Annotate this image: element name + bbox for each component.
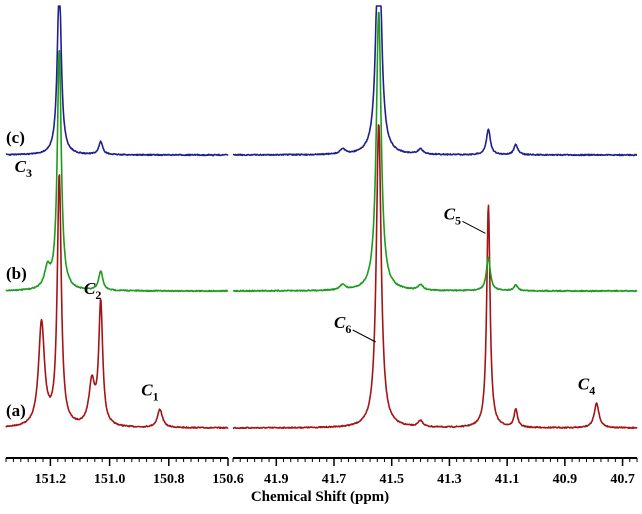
trace-c	[5, 5, 638, 157]
x-tick-label: 41.1	[495, 472, 520, 487]
peak-label-c5: C5	[444, 204, 461, 227]
x-tick-label: 41.9	[264, 472, 289, 487]
trace-label-a: (a)	[6, 401, 26, 420]
peak-leader-c5	[462, 220, 486, 234]
peak-annotations: C1 C2 C3 C4 C5 C6	[15, 157, 596, 404]
x-tick-label: 151.0	[94, 472, 126, 487]
trace-label-c: (c)	[6, 128, 25, 147]
peak-label-c3: C3	[15, 157, 32, 180]
peak-leader-c6	[352, 329, 376, 343]
trace-b	[5, 11, 638, 293]
trace-b-panel-left	[5, 49, 229, 293]
x-tick-label: 41.7	[322, 472, 347, 487]
x-tick-label: 150.6	[212, 472, 244, 487]
x-tick-label: 151.2	[35, 472, 67, 487]
trace-a-panel-right	[232, 124, 638, 430]
trace-c-panel-right	[232, 5, 638, 157]
trace-b-panel-right	[232, 11, 638, 293]
x-axis: 151.2 151.0 150.8 150.6 41.9 41.7 41.5 41.3 41.1…	[5, 457, 638, 487]
trace-a	[5, 124, 638, 430]
x-tick-label: 41.5	[379, 472, 404, 487]
trace-a-panel-left	[5, 174, 229, 430]
spectrum-traces	[5, 5, 638, 430]
peak-label-c4: C4	[578, 375, 595, 398]
peak-label-c2: C2	[84, 279, 101, 302]
peak-label-c1: C1	[141, 381, 158, 404]
peak-label-c6: C6	[334, 313, 351, 336]
x-axis-title: Chemical Shift (ppm)	[251, 489, 389, 505]
x-tick-label: 41.3	[437, 472, 462, 487]
x-tick-label: 40.9	[553, 472, 578, 487]
trace-label-b: (b)	[6, 264, 27, 283]
x-tick-label: 40.7	[610, 472, 635, 487]
trace-c-panel-left	[5, 5, 229, 157]
x-tick-label: 150.8	[153, 472, 185, 487]
trace-labels: (a) (b) (c)	[6, 128, 27, 420]
